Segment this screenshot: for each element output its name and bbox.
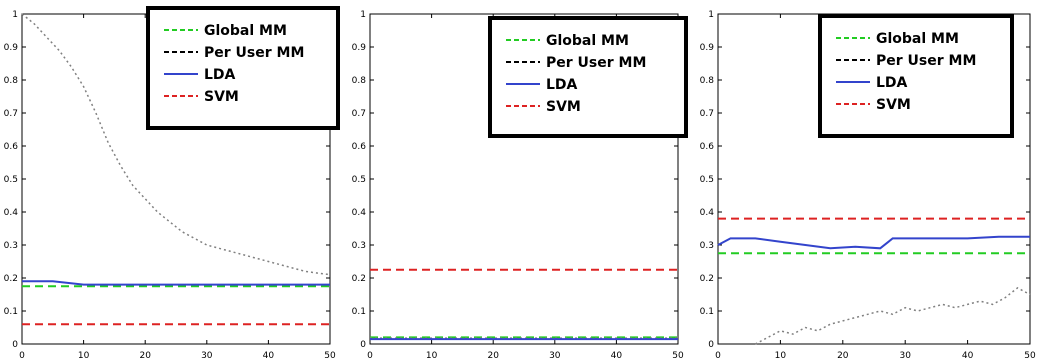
x-tick-label: 10: [426, 351, 438, 361]
x-tick-label: 30: [201, 351, 213, 361]
y-tick-label: 0.6: [4, 142, 19, 152]
x-tick-label: 20: [487, 351, 499, 361]
legend-box: [146, 6, 340, 130]
y-tick-label: 0: [12, 340, 18, 350]
y-tick-label: 0.4: [4, 208, 19, 218]
y-tick-label: 0: [708, 340, 714, 350]
legend-label: Global MM: [876, 31, 959, 47]
x-tick-label: 50: [324, 351, 336, 361]
legend-label: Per User MM: [876, 53, 976, 69]
x-tick-label: 40: [611, 351, 623, 361]
y-tick-label: 0.6: [352, 142, 367, 152]
series-line-per-user-mm: [21, 13, 331, 276]
legend-label: Per User MM: [546, 55, 646, 71]
y-tick-label: 1: [360, 10, 366, 20]
y-tick-label: 0.3: [4, 241, 18, 251]
y-tick-label: 0.9: [352, 43, 367, 53]
legend: Global MM Per User MM LDA SVM: [488, 16, 688, 138]
x-tick-label: 30: [899, 351, 911, 361]
x-tick-label: 40: [962, 351, 974, 361]
legend-label: Global MM: [204, 23, 287, 39]
legend: Global MM Per User MM LDA SVM: [146, 6, 340, 130]
chart-panel-1: 00.10.20.30.40.50.60.70.80.910 10 20 30 40 50…: [4, 6, 340, 361]
y-tick-label: 0.2: [352, 274, 366, 284]
y-tick-label: 0.8: [4, 76, 19, 86]
x-tick-label: 20: [837, 351, 849, 361]
y-tick-label: 0.5: [700, 175, 714, 185]
y-tick-label: 0.3: [700, 241, 714, 251]
legend-label: LDA: [546, 77, 578, 93]
chart-panel-2: 00.10.20.30.40.50.60.70.80.910 10 20 30 40 50…: [352, 10, 688, 361]
x-tick-label: 10: [775, 351, 787, 361]
y-tick-label: 0.5: [4, 175, 18, 185]
y-tick-label: 0.9: [700, 43, 715, 53]
legend-label: LDA: [876, 75, 908, 91]
y-tick-label: 0.1: [4, 307, 18, 317]
y-tick-label: 0.2: [700, 274, 714, 284]
x-tick-label: 50: [672, 351, 684, 361]
legend-label: Per User MM: [204, 45, 304, 61]
y-tick-label: 0.6: [700, 142, 715, 152]
y-tick-label: 0.4: [352, 208, 367, 218]
legend-label: LDA: [204, 67, 236, 83]
legend: Global MM Per User MM LDA SVM: [818, 14, 1014, 138]
chart-panel-3: 00.10.20.30.40.50.60.70.80.910 10 20 30 40 50…: [700, 10, 1036, 361]
legend-label: SVM: [546, 99, 581, 115]
x-tick-label: 20: [139, 351, 151, 361]
x-tick-label: 30: [549, 351, 561, 361]
series-line-per-user-mm: [755, 287, 1031, 345]
y-tick-label: 1: [12, 10, 18, 20]
y-tick-label: 0.4: [700, 208, 715, 218]
legend-box: [488, 16, 688, 138]
x-tick-label: 0: [715, 351, 721, 361]
y-tick-label: 0.5: [352, 175, 366, 185]
y-tick-label: 0.8: [352, 76, 367, 86]
y-tick-label: 0.1: [700, 307, 714, 317]
y-tick-label: 0.7: [4, 109, 18, 119]
legend-box: [818, 14, 1014, 138]
y-tick-label: 0.9: [4, 43, 19, 53]
y-tick-label: 0.3: [352, 241, 366, 251]
y-tick-label: 0: [360, 340, 366, 350]
x-tick-label: 40: [263, 351, 275, 361]
legend-label: SVM: [876, 97, 911, 113]
y-tick-label: 0.7: [352, 109, 366, 119]
y-tick-label: 0.7: [700, 109, 714, 119]
legend-label: SVM: [204, 89, 239, 105]
x-tick-label: 0: [19, 351, 25, 361]
x-tick-label: 50: [1024, 351, 1036, 361]
x-tick-label: 0: [367, 351, 373, 361]
y-tick-label: 1: [708, 10, 714, 20]
x-tick-label: 10: [78, 351, 90, 361]
legend-label: Global MM: [546, 33, 629, 49]
y-tick-label: 0.8: [700, 76, 715, 86]
series-line-lda: [717, 235, 1030, 250]
y-tick-label: 0.2: [4, 274, 18, 284]
y-tick-label: 0.1: [352, 307, 366, 317]
series-line-lda: [22, 280, 330, 286]
